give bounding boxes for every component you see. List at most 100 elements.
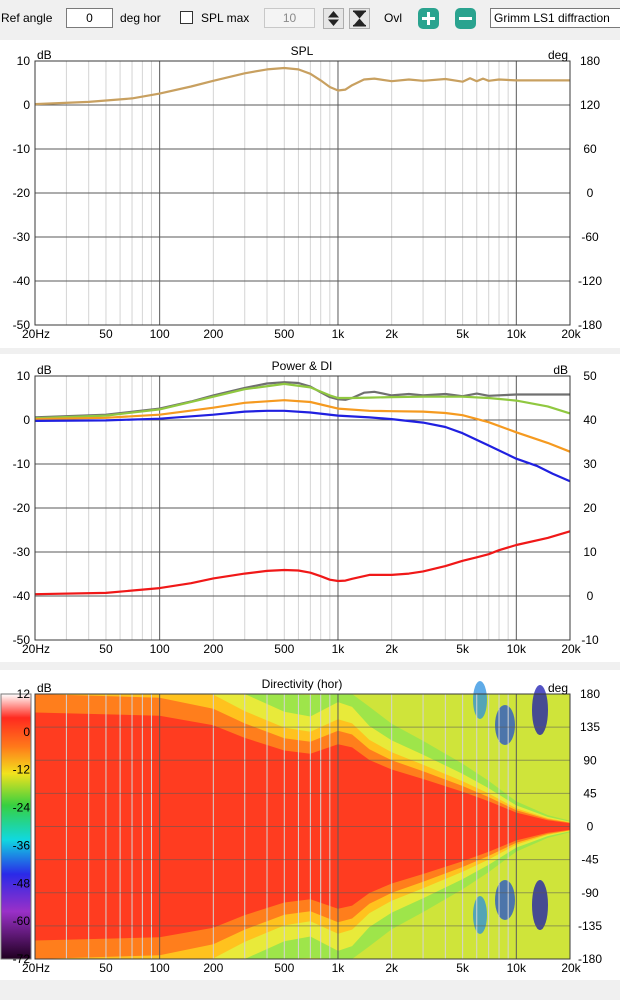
lobing-patch (532, 880, 548, 930)
right-tick-label: -10 (581, 633, 599, 647)
left-unit-label: dB (37, 681, 52, 695)
lobing-patch (473, 896, 487, 934)
ref-angle-input[interactable] (66, 8, 113, 28)
x-tick-label: 500 (274, 327, 294, 341)
spl-chart-panel: SPL dB deg 20Hz 50 100 200 500 1k 2k 5k 10k 20k 10 0 -1… (0, 40, 620, 348)
ref-angle-label: Ref angle (1, 11, 53, 25)
lobing-patch (532, 685, 548, 735)
y-tick-label: -10 (13, 142, 31, 156)
y-tick-label: 10 (17, 54, 31, 68)
lobing-patch (473, 681, 487, 719)
colorbar-label: -60 (13, 914, 31, 928)
series-line-3 (34, 409, 571, 483)
right-unit-label: deg (548, 48, 568, 62)
x-tick-label: 50 (99, 327, 113, 341)
spl-max-label: SPL max (201, 11, 250, 25)
right-tick-label: 180 (580, 54, 600, 68)
deg-hor-label: deg hor (120, 11, 161, 25)
lobing-patch (495, 705, 515, 745)
right-tick-label: -45 (581, 853, 599, 867)
colorbar-label: 0 (23, 725, 30, 739)
x-tick-label: 500 (274, 642, 294, 656)
right-tick-label: 0 (587, 820, 594, 834)
x-tick-label: 20k (561, 961, 581, 975)
x-tick-label: 5k (456, 642, 470, 656)
plot-frame (34, 375, 571, 641)
minus-icon (459, 17, 472, 20)
right-tick-label: 120 (580, 98, 600, 112)
x-tick-label: 1k (332, 327, 346, 341)
x-tick-label: 20k (561, 327, 581, 341)
series-line-4 (34, 530, 571, 596)
series-line-0 (34, 381, 570, 419)
y-tick-label: -50 (13, 318, 31, 332)
colorbar-label: -12 (13, 763, 31, 777)
right-tick-label: 0 (587, 589, 594, 603)
add-overlay-button[interactable] (418, 8, 439, 29)
colorbar-label: -24 (13, 801, 31, 815)
plus-icon (422, 12, 435, 25)
y-tick-label: 10 (17, 369, 31, 383)
series-line-2 (34, 399, 571, 453)
right-tick-label: -135 (578, 919, 602, 933)
y-tick-label: -20 (13, 501, 31, 515)
right-tick-label: 30 (583, 457, 597, 471)
x-tick-label: 10k (507, 961, 527, 975)
right-tick-label: 20 (583, 501, 597, 515)
y-tick-label: -50 (13, 633, 31, 647)
right-tick-label: 40 (583, 413, 597, 427)
y-tick-label: -40 (13, 589, 31, 603)
right-tick-label: -90 (581, 886, 599, 900)
plot-frame (34, 60, 571, 326)
x-tick-label: 1k (332, 961, 346, 975)
collapse-button[interactable] (349, 8, 370, 29)
right-tick-label: 180 (580, 687, 600, 701)
spl-max-checkbox[interactable] (180, 11, 193, 24)
x-tick-label: 20k (561, 642, 581, 656)
right-tick-label: -180 (578, 318, 602, 332)
x-tick-label: 10k (507, 642, 527, 656)
x-tick-label: 200 (203, 961, 223, 975)
hourglass-icon (353, 10, 366, 27)
y-tick-label: -30 (13, 230, 31, 244)
x-tick-label: 100 (150, 961, 170, 975)
x-tick-label: 1k (332, 642, 346, 656)
x-tick-label: 2k (385, 961, 399, 975)
x-tick-label: 100 (150, 327, 170, 341)
right-tick-label: 50 (583, 369, 597, 383)
y-tick-label: -20 (13, 186, 31, 200)
color-scale-bar (0, 693, 32, 960)
x-tick-label: 200 (203, 642, 223, 656)
chart-title: Directivity (hor) (262, 677, 343, 691)
x-tick-label: 50 (99, 642, 113, 656)
x-tick-label: 5k (456, 961, 470, 975)
y-tick-label: -30 (13, 545, 31, 559)
chart-title: SPL (291, 44, 314, 58)
colorbar-label: -72 (13, 952, 31, 966)
ovl-label: Ovl (384, 11, 402, 25)
directivity-chart: 12 0 -12 -24 -36 -48 -60 -72 Directivity (hor) dB… (0, 677, 602, 975)
right-tick-label: -180 (578, 952, 602, 966)
x-tick-label: 20Hz (22, 327, 50, 341)
y-tick-label: -10 (13, 457, 31, 471)
spl-max-input[interactable] (264, 8, 315, 28)
x-tick-label: 200 (203, 327, 223, 341)
up-down-arrows-icon (328, 11, 339, 26)
toolbar: Ref angle deg hor SPL max Ovl (0, 0, 620, 38)
series-line-0 (34, 66, 570, 106)
directivity-chart-panel: 12 0 -12 -24 -36 -48 -60 -72 Directivity (hor) dB… (0, 670, 620, 980)
spin-up-down-button[interactable] (323, 8, 344, 29)
remove-overlay-button[interactable] (455, 8, 476, 29)
x-tick-label: 20Hz (22, 961, 50, 975)
right-tick-label: 45 (583, 786, 597, 800)
overlay-select[interactable] (490, 8, 620, 28)
x-tick-label: 100 (150, 642, 170, 656)
x-tick-label: 2k (385, 327, 399, 341)
x-tick-label: 5k (456, 327, 470, 341)
x-tick-label: 50 (99, 961, 113, 975)
right-tick-label: 135 (580, 720, 600, 734)
y-tick-label: -40 (13, 274, 31, 288)
left-unit-label: dB (37, 363, 52, 377)
